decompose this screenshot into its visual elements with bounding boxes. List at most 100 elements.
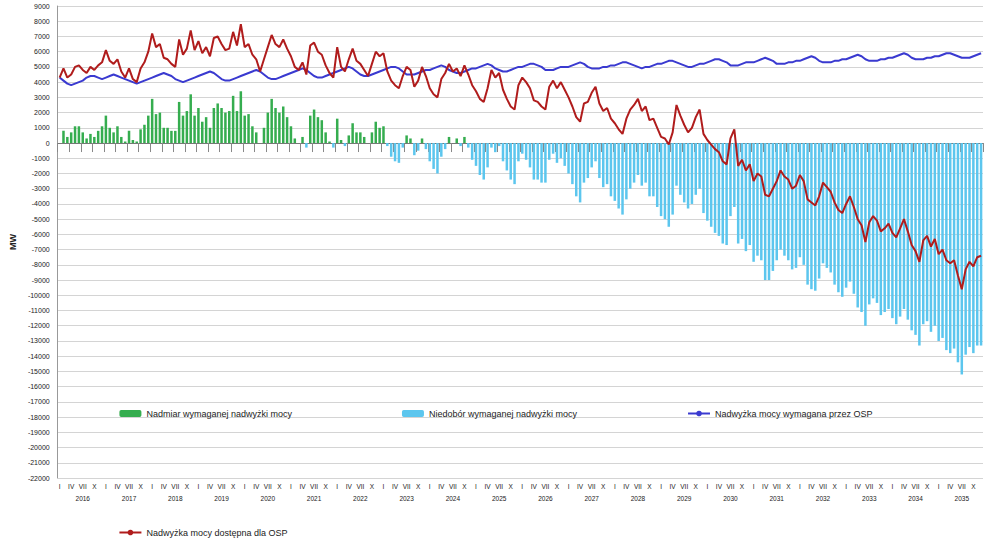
- svg-text:-5000: -5000: [32, 216, 50, 223]
- svg-text:Nadwyżka mocy wymagana przez O: Nadwyżka mocy wymagana przez OSP: [715, 409, 873, 419]
- svg-text:2017: 2017: [122, 495, 137, 502]
- svg-text:IV: IV: [484, 483, 491, 490]
- svg-text:X: X: [277, 483, 282, 490]
- svg-text:2023: 2023: [399, 495, 414, 502]
- svg-text:-4000: -4000: [32, 200, 50, 207]
- svg-text:-21000: -21000: [28, 459, 50, 466]
- svg-text:2035: 2035: [955, 495, 970, 502]
- svg-text:I: I: [198, 483, 200, 490]
- svg-text:2026: 2026: [538, 495, 553, 502]
- svg-text:VII: VII: [171, 483, 179, 490]
- svg-text:IV: IV: [114, 483, 121, 490]
- svg-text:IV: IV: [623, 483, 630, 490]
- svg-text:X: X: [416, 483, 421, 490]
- svg-text:0: 0: [46, 140, 50, 147]
- svg-text:VII: VII: [356, 483, 364, 490]
- svg-text:X: X: [370, 483, 375, 490]
- svg-text:VII: VII: [125, 483, 133, 490]
- svg-text:IV: IV: [716, 483, 723, 490]
- svg-text:VII: VII: [264, 483, 272, 490]
- svg-text:IV: IV: [253, 483, 260, 490]
- svg-text:X: X: [509, 483, 514, 490]
- svg-text:I: I: [799, 483, 801, 490]
- svg-text:-12000: -12000: [28, 322, 50, 329]
- svg-text:-7000: -7000: [32, 246, 50, 253]
- svg-text:X: X: [971, 483, 976, 490]
- svg-text:X: X: [786, 483, 791, 490]
- svg-text:X: X: [231, 483, 236, 490]
- svg-text:2032: 2032: [816, 495, 831, 502]
- svg-text:-22000: -22000: [28, 475, 50, 482]
- svg-text:I: I: [521, 483, 523, 490]
- svg-text:4000: 4000: [34, 79, 50, 86]
- svg-text:X: X: [694, 483, 699, 490]
- svg-text:2030: 2030: [723, 495, 738, 502]
- svg-text:Niedobór wymaganej nadwyżki mo: Niedobór wymaganej nadwyżki mocy: [429, 409, 578, 419]
- svg-text:I: I: [290, 483, 292, 490]
- svg-text:X: X: [185, 483, 190, 490]
- svg-text:I: I: [336, 483, 338, 490]
- svg-text:I: I: [753, 483, 755, 490]
- svg-text:IV: IV: [808, 483, 815, 490]
- svg-text:-9000: -9000: [32, 277, 50, 284]
- svg-text:Nadmiar wymaganej nadwyżki moc: Nadmiar wymaganej nadwyżki mocy: [146, 409, 292, 419]
- svg-text:IV: IV: [207, 483, 214, 490]
- svg-text:X: X: [601, 483, 606, 490]
- svg-text:IV: IV: [68, 483, 75, 490]
- svg-text:-1000: -1000: [32, 155, 50, 162]
- svg-text:-15000: -15000: [28, 368, 50, 375]
- svg-text:I: I: [706, 483, 708, 490]
- svg-text:X: X: [879, 483, 884, 490]
- svg-text:VII: VII: [449, 483, 457, 490]
- svg-text:I: I: [244, 483, 246, 490]
- svg-text:IV: IV: [346, 483, 353, 490]
- svg-text:9000: 9000: [34, 3, 50, 10]
- svg-text:X: X: [647, 483, 652, 490]
- svg-text:X: X: [925, 483, 930, 490]
- svg-text:-19000: -19000: [28, 429, 50, 436]
- svg-text:IV: IV: [438, 483, 445, 490]
- svg-text:VII: VII: [912, 483, 920, 490]
- svg-text:-8000: -8000: [32, 261, 50, 268]
- svg-text:X: X: [555, 483, 560, 490]
- svg-text:2020: 2020: [261, 495, 276, 502]
- svg-text:-14000: -14000: [28, 353, 50, 360]
- svg-text:I: I: [151, 483, 153, 490]
- svg-text:IV: IV: [762, 483, 769, 490]
- svg-text:2025: 2025: [492, 495, 507, 502]
- svg-text:IV: IV: [299, 483, 306, 490]
- svg-text:2021: 2021: [307, 495, 322, 502]
- svg-text:2029: 2029: [677, 495, 692, 502]
- svg-text:1000: 1000: [34, 124, 50, 131]
- svg-text:-13000: -13000: [28, 337, 50, 344]
- svg-text:-11000: -11000: [28, 307, 49, 314]
- svg-text:I: I: [429, 483, 431, 490]
- svg-text:VII: VII: [773, 483, 781, 490]
- svg-text:I: I: [660, 483, 662, 490]
- svg-text:VII: VII: [865, 483, 873, 490]
- svg-text:2028: 2028: [631, 495, 646, 502]
- svg-text:-3000: -3000: [32, 185, 50, 192]
- svg-text:7000: 7000: [34, 33, 50, 40]
- svg-text:VII: VII: [218, 483, 226, 490]
- svg-text:2019: 2019: [214, 495, 229, 502]
- svg-text:-6000: -6000: [32, 231, 50, 238]
- svg-text:2033: 2033: [862, 495, 877, 502]
- svg-text:VII: VII: [541, 483, 549, 490]
- svg-text:IV: IV: [531, 483, 538, 490]
- svg-text:2031: 2031: [770, 495, 785, 502]
- svg-text:VII: VII: [588, 483, 596, 490]
- svg-text:X: X: [323, 483, 328, 490]
- svg-text:I: I: [383, 483, 385, 490]
- svg-text:X: X: [138, 483, 143, 490]
- svg-text:Nadwyżka mocy dostępna dla OSP: Nadwyżka mocy dostępna dla OSP: [146, 528, 287, 538]
- svg-text:MW: MW: [8, 234, 18, 250]
- svg-text:IV: IV: [947, 483, 954, 490]
- svg-text:IV: IV: [901, 483, 908, 490]
- svg-text:-2000: -2000: [32, 170, 50, 177]
- svg-text:-18000: -18000: [28, 414, 50, 421]
- svg-text:3000: 3000: [34, 94, 50, 101]
- svg-text:IV: IV: [670, 483, 677, 490]
- svg-text:VII: VII: [403, 483, 411, 490]
- svg-text:5000: 5000: [34, 63, 50, 70]
